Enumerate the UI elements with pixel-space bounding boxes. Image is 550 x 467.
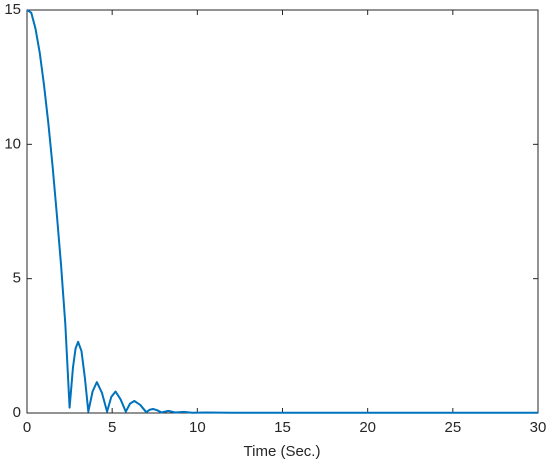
x-tick-label: 0: [23, 419, 31, 436]
x-tick-label: 30: [530, 419, 547, 436]
x-tick-label: 20: [359, 419, 376, 436]
y-tick-label: 10: [4, 135, 21, 152]
x-tick-label: 5: [108, 419, 116, 436]
y-tick-label: 5: [13, 270, 21, 287]
x-axis-label: Time (Sec.): [244, 443, 321, 460]
y-tick-label: 15: [4, 1, 21, 18]
x-tick-label: 10: [189, 419, 206, 436]
y-tick-label: 0: [13, 404, 21, 421]
x-tick-label: 25: [444, 419, 461, 436]
plot-area: [26, 9, 539, 414]
data-line: [26, 9, 538, 414]
x-tick-label: 15: [274, 419, 291, 436]
